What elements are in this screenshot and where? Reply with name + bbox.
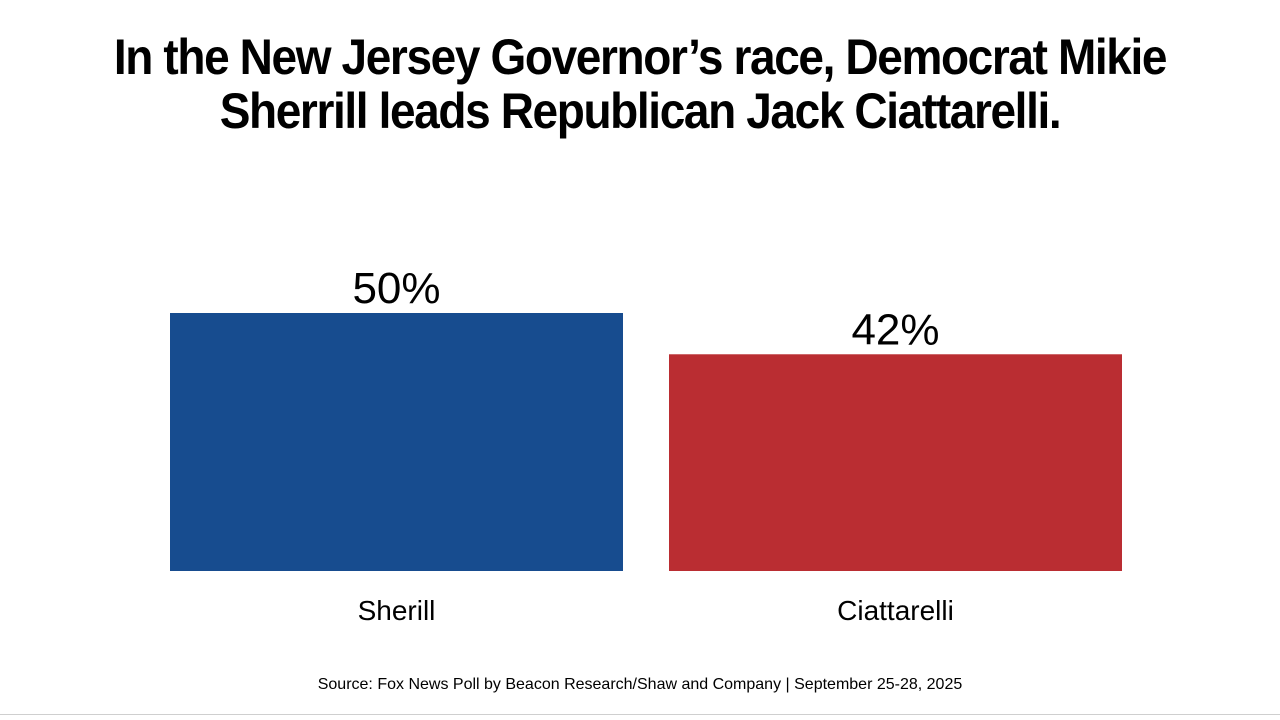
category-label-sherill: Sherill	[358, 595, 436, 626]
chart-title-line-2: Sherrill leads Republican Jack Ciattarel…	[219, 83, 1062, 139]
category-label-ciattarelli: Ciattarelli	[837, 595, 954, 626]
chart-title: In the New Jersey Governor’s race, Democ…	[51, 30, 1229, 138]
source-note: Source: Fox News Poll by Beacon Research…	[317, 676, 963, 693]
value-label-ciattarelli: 42%	[851, 305, 939, 354]
bottom-divider	[0, 714, 1280, 715]
chart-title-line-1: In the New Jersey Governor’s race, Democ…	[113, 29, 1168, 85]
bar-ciattarelli	[669, 354, 1122, 571]
bar-sherill	[170, 313, 623, 571]
value-label-sherill: 50%	[352, 264, 440, 313]
